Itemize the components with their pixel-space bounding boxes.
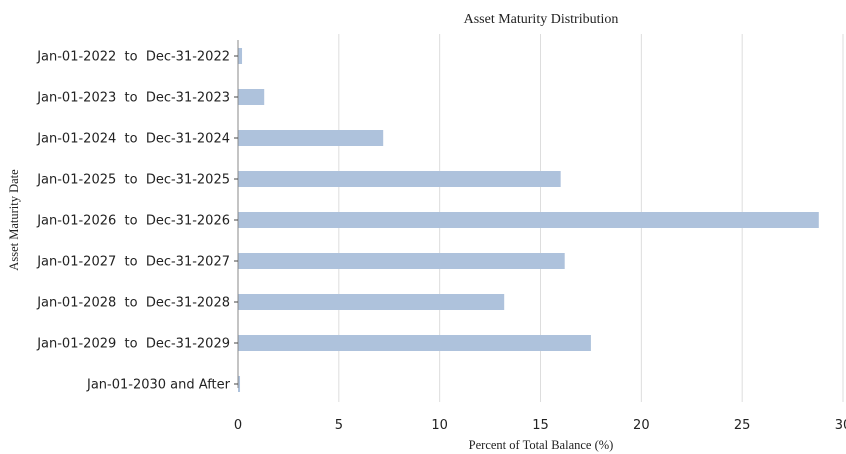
y-tick-label: Jan-01-2025 to Dec-31-2025: [36, 173, 230, 188]
y-axis: Jan-01-2022 to Dec-31-2022 Jan-01-2023 to…: [36, 40, 239, 393]
y-tick-label: Jan-01-2024 to Dec-31-2024: [36, 132, 230, 147]
y-tick-label: Jan-01-2029 to Dec-31-2029: [36, 337, 230, 352]
y-tick-label: Jan-01-2023 to Dec-31-2023: [36, 91, 230, 106]
bar: [238, 171, 561, 187]
x-tick-label: 10: [431, 418, 448, 433]
y-tick-label: Jan-01-2030 and After: [86, 378, 231, 393]
bar: [238, 335, 591, 351]
chart-title: Asset Maturity Distribution: [464, 12, 619, 27]
x-tick-label: 15: [532, 418, 549, 433]
y-tick-label: Jan-01-2026 to Dec-31-2026: [36, 214, 230, 229]
bar: [238, 212, 819, 228]
y-tick-label: Jan-01-2027 to Dec-31-2027: [36, 255, 230, 270]
bar: [238, 48, 243, 64]
bars: [238, 48, 819, 392]
bar: [238, 253, 565, 269]
x-tick-label: 25: [734, 418, 751, 433]
bar: [238, 376, 241, 392]
x-tick-label: 30: [835, 418, 846, 433]
y-axis-title: Asset Maturity Date: [7, 169, 21, 271]
x-axis-title: Percent of Total Balance (%): [469, 438, 614, 452]
y-tick-label: Jan-01-2022 to Dec-31-2022: [36, 50, 230, 65]
x-axis: 0 5 10 15 20 25 30: [234, 418, 846, 433]
bar: [238, 130, 384, 146]
bar: [238, 89, 265, 105]
bar: [238, 294, 505, 310]
x-tick-label: 20: [633, 418, 650, 433]
x-tick-label: 5: [335, 418, 343, 433]
x-tick-label: 0: [234, 418, 242, 433]
y-tick-label: Jan-01-2028 to Dec-31-2028: [36, 296, 230, 311]
